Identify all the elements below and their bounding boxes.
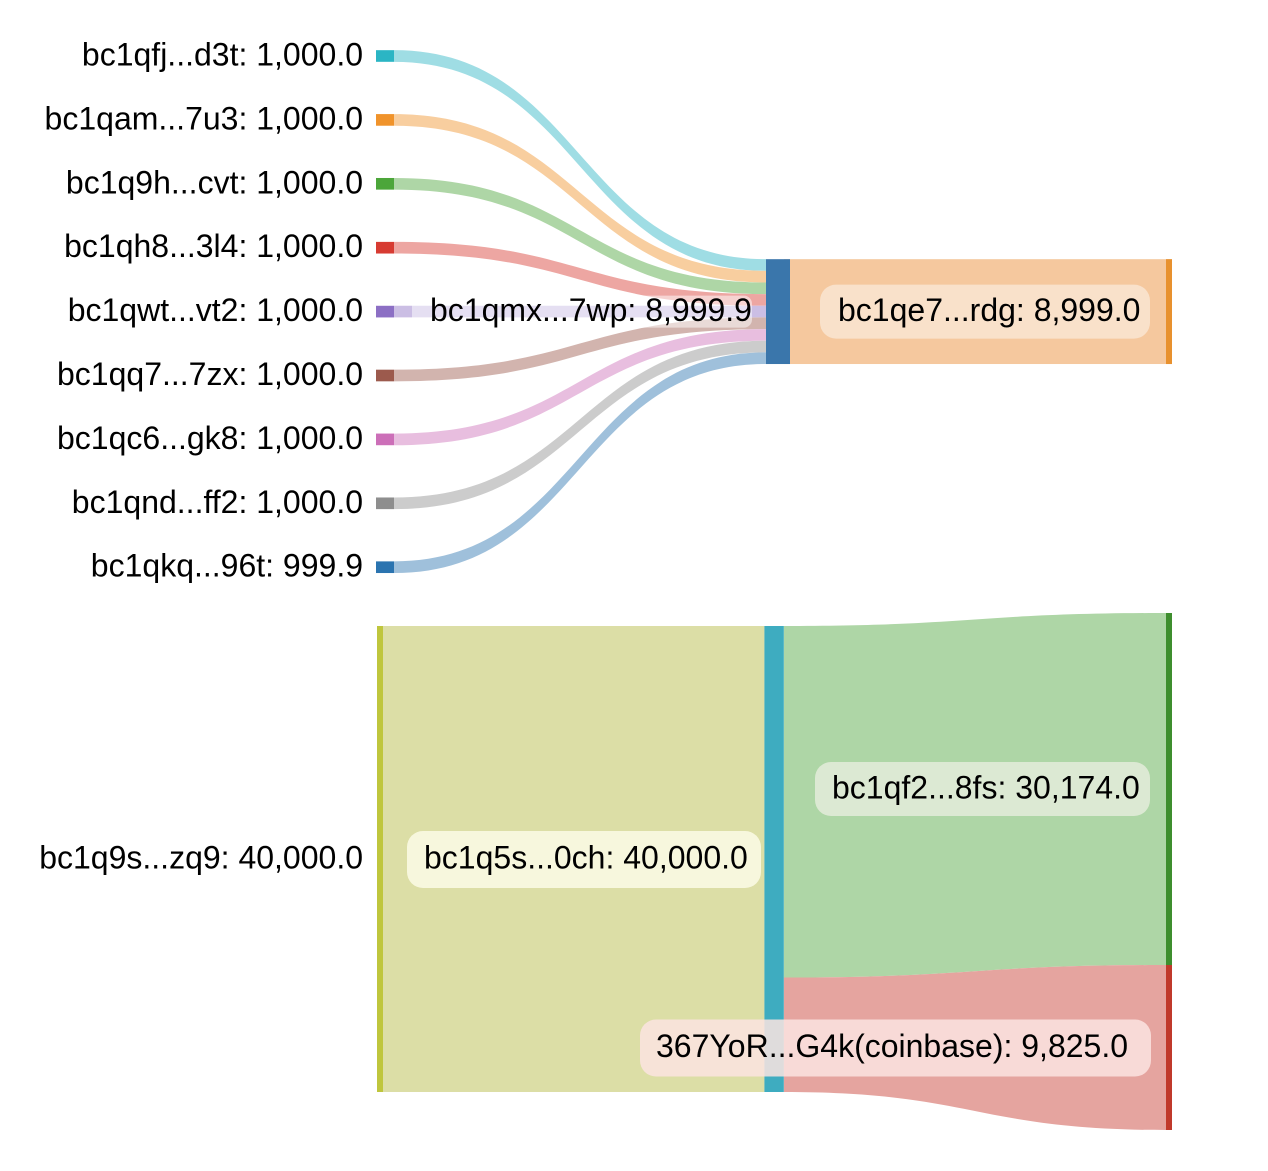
svg-text:bc1qfj...d3t: 1,000.0: bc1qfj...d3t: 1,000.0 [82, 37, 363, 73]
svg-text:bc1qmx...7wp: 8,999.9: bc1qmx...7wp: 8,999.9 [430, 292, 752, 328]
svg-text:bc1qh8...3l4: 1,000.0: bc1qh8...3l4: 1,000.0 [64, 228, 363, 264]
svg-text:bc1q9h...cvt: 1,000.0: bc1q9h...cvt: 1,000.0 [66, 164, 363, 200]
svg-text:bc1qam...7u3: 1,000.0: bc1qam...7u3: 1,000.0 [45, 100, 363, 136]
svg-text:bc1qwt...vt2: 1,000.0: bc1qwt...vt2: 1,000.0 [68, 292, 363, 328]
svg-text:bc1qq7...7zx: 1,000.0: bc1qq7...7zx: 1,000.0 [57, 356, 363, 392]
svg-text:bc1qf2...8fs: 30,174.0: bc1qf2...8fs: 30,174.0 [832, 770, 1140, 806]
svg-text:bc1q5s...0ch: 40,000.0: bc1q5s...0ch: 40,000.0 [424, 840, 748, 876]
svg-text:bc1q9s...zq9: 40,000.0: bc1q9s...zq9: 40,000.0 [39, 840, 363, 876]
svg-text:bc1qe7...rdg: 8,999.0: bc1qe7...rdg: 8,999.0 [838, 292, 1140, 328]
svg-text:bc1qc6...gk8: 1,000.0: bc1qc6...gk8: 1,000.0 [57, 420, 363, 456]
svg-text:bc1qkq...96t: 999.9: bc1qkq...96t: 999.9 [91, 548, 363, 584]
svg-text:367YoR...G4k(coinbase): 9,825.: 367YoR...G4k(coinbase): 9,825.0 [656, 1028, 1128, 1064]
svg-text:bc1qnd...ff2: 1,000.0: bc1qnd...ff2: 1,000.0 [72, 484, 363, 520]
